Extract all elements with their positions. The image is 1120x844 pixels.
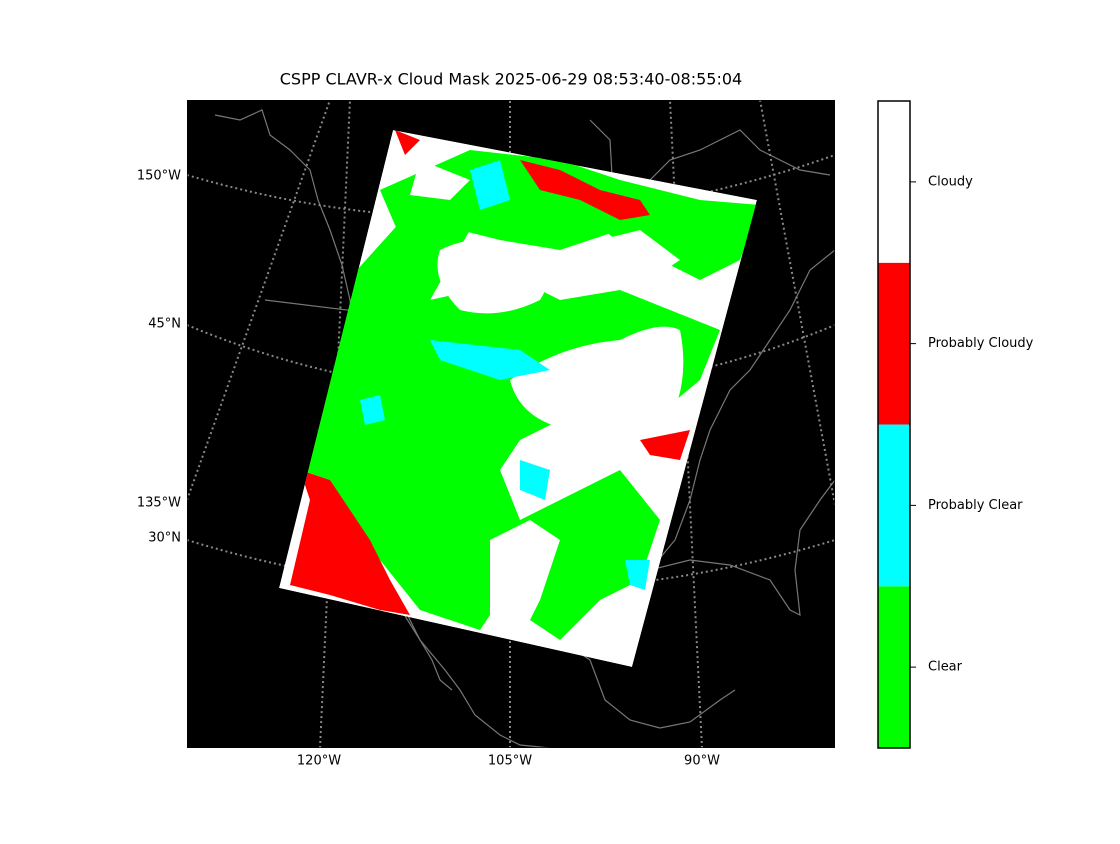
colorbar-segment <box>878 101 910 263</box>
colorbar-label: Cloudy <box>928 174 973 189</box>
swath <box>279 130 757 667</box>
title: CSPP CLAVR-x Cloud Mask 2025-06-29 08:53… <box>280 70 742 89</box>
colorbar-segment <box>878 586 910 748</box>
bottom-label: 120°W <box>297 754 341 769</box>
colorbar-label: Clear <box>928 660 963 675</box>
map <box>187 100 835 748</box>
map-labels: 150°W 45°N 135°W 30°N 120°W 105°W 90°W <box>137 169 720 769</box>
colorbar-segment <box>878 262 910 425</box>
bottom-label: 90°W <box>684 754 720 769</box>
colorbar-segment <box>878 424 910 587</box>
probably-clear-regions <box>360 160 650 590</box>
probably-cloudy-regions <box>290 130 690 615</box>
left-label: 45°N <box>148 317 181 332</box>
left-label: 30°N <box>148 531 181 546</box>
left-label: 135°W <box>137 496 181 511</box>
colorbar-frame <box>877 100 911 749</box>
colorbar-label: Probably Clear <box>928 498 1023 513</box>
colorbar: Clear Probably Clear Probably Cloudy Cloudy <box>877 100 1034 749</box>
cloudy-regions <box>410 160 684 640</box>
left-label: 150°W <box>137 169 181 184</box>
bottom-label: 105°W <box>488 754 532 769</box>
colorbar-label: Probably Cloudy <box>928 336 1034 351</box>
